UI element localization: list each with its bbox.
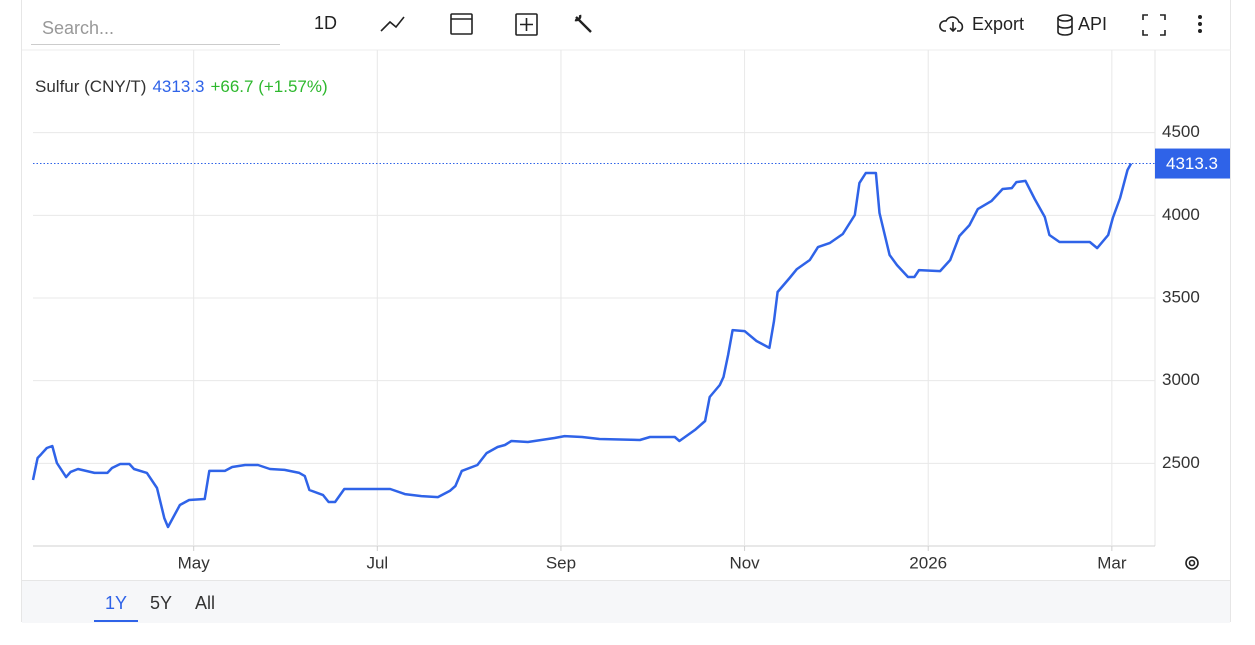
range-button[interactable]: All (195, 593, 216, 613)
x-tick-label: May (178, 553, 211, 572)
x-tick-label: 2026 (909, 553, 947, 572)
x-tick-label: Mar (1097, 553, 1127, 572)
export-icon (939, 16, 964, 33)
chart-header: Sulfur (CNY/T) 4313.3 +66.7 (+1.57%) (35, 77, 334, 97)
grid (33, 50, 1155, 546)
add-icon[interactable] (515, 13, 538, 36)
calendar-icon[interactable] (450, 13, 473, 35)
y-tick-label: 3000 (1162, 370, 1200, 389)
range-active-underline (94, 620, 138, 622)
more-dot (1198, 22, 1202, 26)
y-tick-label: 4500 (1162, 122, 1200, 141)
interval-button[interactable]: 1D (314, 13, 338, 33)
price-change: +66.7 (+1.57%) (210, 77, 328, 96)
toolbar-icons (380, 13, 1199, 570)
range-button[interactable]: 1Y (105, 593, 128, 613)
settings-tool-icon[interactable] (574, 14, 592, 33)
line-icon[interactable] (380, 16, 405, 32)
more-dot (1198, 29, 1202, 33)
x-tick-label: Sep (546, 553, 576, 572)
settings-icon-hub (1188, 559, 1196, 567)
y-tick-label: 3500 (1162, 287, 1200, 306)
price-line (31, 162, 1133, 529)
x-tick-label: Jul (366, 553, 388, 572)
search-input[interactable]: Search... (42, 18, 115, 38)
last-price: 4313.3 (152, 77, 205, 96)
search-underline (31, 44, 280, 45)
range-button[interactable]: 5Y (150, 593, 173, 613)
api-button[interactable]: API (1078, 14, 1108, 34)
fullscreen-icon[interactable] (1142, 14, 1166, 36)
last-price-badge (1155, 148, 1230, 179)
api-icon (1057, 14, 1073, 22)
more-dot (1198, 15, 1202, 19)
last-price-label: 4313.3 (1166, 154, 1218, 173)
api-icon-body (1057, 18, 1073, 36)
y-tick-label: 4000 (1162, 205, 1200, 224)
add-icon-plus (520, 18, 533, 31)
y-tick-label: 2500 (1162, 453, 1200, 472)
more-icon[interactable] (1198, 15, 1202, 33)
settings-icon[interactable] (1185, 556, 1199, 570)
x-tick-label: Nov (729, 553, 760, 572)
range-bar (22, 580, 1230, 623)
export-button[interactable]: Export (972, 14, 1025, 34)
series-name: Sulfur (CNY/T) (35, 77, 147, 96)
